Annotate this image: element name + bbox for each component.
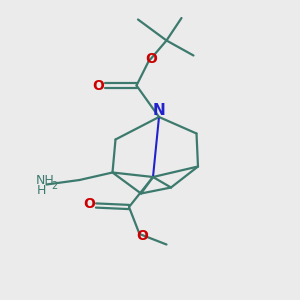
Text: O: O bbox=[92, 79, 104, 92]
Text: H: H bbox=[36, 184, 46, 197]
Text: NH: NH bbox=[36, 174, 54, 188]
Text: O: O bbox=[136, 229, 148, 243]
Text: N: N bbox=[153, 103, 165, 118]
Text: O: O bbox=[83, 197, 95, 211]
Text: 2: 2 bbox=[52, 181, 58, 191]
Text: O: O bbox=[145, 52, 157, 66]
